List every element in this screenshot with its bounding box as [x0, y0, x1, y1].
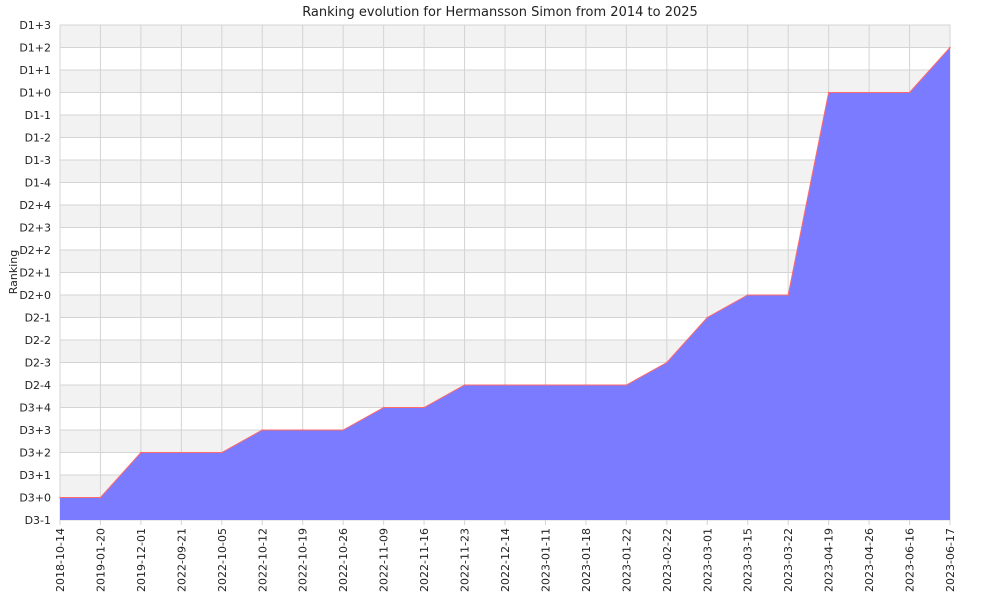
y-tick-label: D3+1 [19, 469, 51, 482]
y-tick-label: D2-3 [25, 357, 51, 370]
data-point [423, 406, 425, 409]
x-tick-label: 2023-04-26 [863, 528, 876, 592]
x-tick-label: 2022-10-19 [297, 528, 310, 592]
data-point [463, 384, 466, 386]
data-point [180, 451, 183, 454]
y-tick-label: D3+3 [19, 424, 51, 437]
x-tick-label: 2022-11-23 [459, 528, 472, 592]
y-tick-label: D1+3 [19, 19, 51, 32]
y-tick-label: D3+2 [19, 447, 51, 460]
y-tick-label: D2+1 [19, 267, 51, 280]
y-tick-label: D1-1 [25, 109, 51, 122]
x-tick-label: 2023-06-16 [904, 528, 917, 592]
data-point [99, 496, 102, 499]
x-tick-label: 2023-04-19 [823, 528, 836, 592]
y-tick-labels: D3-1 D3+0 D3+1 D3+2 D3+3 D3+4 D2-4 D2-3 D2-2 D2-1… [19, 19, 51, 527]
x-tick-label: 2022-11-09 [378, 528, 391, 592]
x-tick-label: 2023-06-17 [944, 528, 957, 592]
y-tick-label: D2+2 [19, 244, 51, 257]
x-tick-label: 2022-12-14 [499, 528, 512, 592]
y-tick-label: D1-4 [25, 177, 51, 190]
data-point [504, 384, 506, 386]
y-tick-label: D1+1 [19, 64, 51, 77]
chart-title: Ranking evolution for Hermansson Simon f… [302, 5, 698, 20]
y-tick-label: D1+2 [19, 42, 51, 55]
data-point [746, 294, 749, 296]
data-point [221, 451, 223, 454]
data-point [706, 316, 709, 319]
x-tick-label: 2023-02-22 [661, 528, 674, 592]
area-layer [59, 46, 951, 520]
data-point [342, 429, 344, 431]
y-tick-label: D2-4 [25, 379, 51, 392]
y-tick-label: D1-3 [25, 154, 51, 167]
x-tick-label: 2018-10-14 [54, 528, 67, 592]
x-tick-label: 2023-03-15 [742, 528, 755, 592]
y-tick-label: D2-1 [25, 312, 51, 325]
y-tick-label: D3-1 [25, 514, 51, 527]
y-tick-label: D2+4 [19, 199, 51, 212]
x-tick-label: 2022-11-16 [418, 528, 431, 592]
x-tick-label: 2023-01-18 [580, 528, 593, 592]
data-point [908, 91, 911, 94]
data-point [544, 384, 547, 386]
x-tick-label: 2023-01-11 [539, 528, 552, 592]
data-point [949, 46, 951, 49]
x-tick-label: 2022-10-12 [256, 528, 269, 592]
y-tick-label: D2+0 [19, 289, 51, 302]
y-tick-label: D3+4 [19, 402, 51, 415]
data-point [301, 429, 304, 431]
ranking-area [60, 47, 950, 520]
x-tick-label: 2022-10-26 [337, 528, 350, 592]
data-point [827, 91, 830, 94]
y-tick-label: D1-2 [25, 132, 51, 145]
x-tick-labels: 2018-10-14 2019-01-20 2019-12-01 2022-09-21… [54, 528, 957, 592]
data-point [666, 361, 668, 364]
x-tick-label: 2023-03-01 [701, 528, 714, 592]
x-tick-label: 2023-03-22 [782, 528, 795, 592]
data-point [625, 384, 628, 386]
x-tick-label: 2022-09-21 [175, 528, 188, 592]
x-tick-label: 2019-01-20 [94, 528, 107, 592]
data-point [585, 384, 587, 386]
y-tick-label: D1+0 [19, 87, 51, 100]
data-point [868, 91, 870, 94]
data-point [140, 451, 142, 454]
y-tick-label: D2-2 [25, 334, 51, 347]
data-point [787, 294, 789, 296]
y-tick-label: D2+3 [19, 222, 51, 235]
data-point [59, 496, 61, 499]
data-point [261, 429, 264, 431]
y-axis-label: Ranking [7, 250, 20, 295]
x-tick-label: 2023-01-22 [620, 528, 633, 592]
y-tick-label: D3+0 [19, 492, 51, 505]
x-tick-label: 2019-12-01 [135, 528, 148, 592]
x-tick-label: 2022-10-05 [216, 528, 229, 592]
data-point [382, 406, 385, 409]
